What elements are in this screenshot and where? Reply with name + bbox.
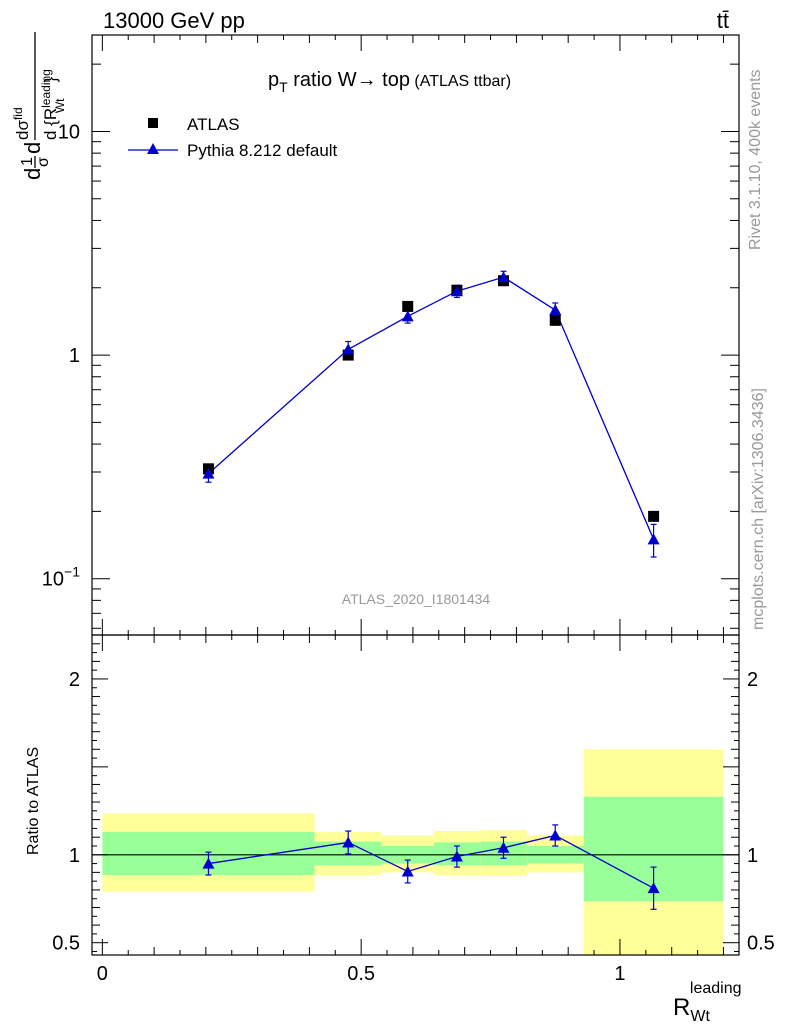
svg-text:d: d <box>20 142 45 154</box>
main-ylabel: d 1 σ d dσfid d {RleadingWt} <box>11 32 67 180</box>
svg-text:dσfid: dσfid <box>11 107 32 140</box>
x-tick-label: 0.5 <box>347 963 375 985</box>
atlas-point <box>549 314 561 326</box>
pythia-point <box>549 304 562 316</box>
svg-text:1: 1 <box>19 157 36 166</box>
svg-text:σ: σ <box>35 157 52 167</box>
pythia-point <box>647 533 660 545</box>
header-energy-label: 13000 GeV pp <box>103 8 245 33</box>
axes: 0 0.5 1 10−1 1 10 0.5 0.5 1 1 2 2 <box>42 34 775 985</box>
pythia-ratio-point <box>401 865 414 877</box>
pythia-point <box>497 271 510 283</box>
svg-text:d {RleadingWt}: d {RleadingWt} <box>39 69 67 140</box>
legend-marker-atlas <box>148 118 158 128</box>
pythia-ratio-point <box>647 882 660 894</box>
pythia-ratio-point <box>497 841 510 853</box>
ratio-ylabel: Ratio to ATLAS <box>25 747 42 855</box>
pythia-ratio-point <box>342 836 355 848</box>
legend-label-atlas: ATLAS <box>187 115 240 134</box>
ratio-y-tick-label-right: 0.5 <box>747 933 775 955</box>
ratio-y-tick-label-right: 1 <box>747 845 758 867</box>
ratio-y-tick-label-left: 1 <box>69 845 80 867</box>
pythia-line <box>208 276 655 540</box>
main-title: pT ratio W→ top (ATLAS ttbar) <box>268 69 511 95</box>
ratio-y-tick-label-left: 0.5 <box>52 933 80 955</box>
rivet-label: Rivet 3.1.10, 400k events <box>747 69 764 250</box>
main-y-tick-label: 10 <box>58 121 80 143</box>
legend-label-pythia: Pythia 8.212 default <box>187 141 338 160</box>
legend-marker-pythia <box>147 143 159 154</box>
main-y-tick-label: 10−1 <box>42 564 80 591</box>
ratio-plot-frame <box>91 634 740 956</box>
data-series <box>202 270 660 910</box>
pythia-ratio-point <box>202 857 215 869</box>
x-tick-label: 0 <box>97 963 108 985</box>
main-y-tick-label: 1 <box>69 345 80 367</box>
atlas-point <box>402 300 414 312</box>
atlas-point <box>648 510 660 522</box>
header-process-label: tt̄ <box>717 8 729 33</box>
pythia-point <box>342 343 355 355</box>
x-axis-label: RWtleading <box>673 980 742 1024</box>
x-tick-label: 1 <box>614 963 625 985</box>
pythia-point <box>450 285 463 297</box>
ratio-y-tick-label-right: 2 <box>747 669 758 691</box>
pythia-point <box>202 467 215 479</box>
ratio-bands <box>102 749 724 955</box>
ratio-y-tick-label-left: 2 <box>69 669 80 691</box>
legend: ATLAS Pythia 8.212 default <box>128 115 338 160</box>
atlas-point <box>342 349 354 361</box>
pythia-point <box>401 310 414 322</box>
analysis-watermark: ATLAS_2020_I1801434 <box>342 591 491 607</box>
mcplots-label: mcplots.cern.ch [arXiv:1306.3436] <box>750 388 767 630</box>
svg-text:d: d <box>20 168 45 180</box>
pythia-ratio-point <box>450 850 463 862</box>
pythia-ratio-point <box>549 829 562 841</box>
